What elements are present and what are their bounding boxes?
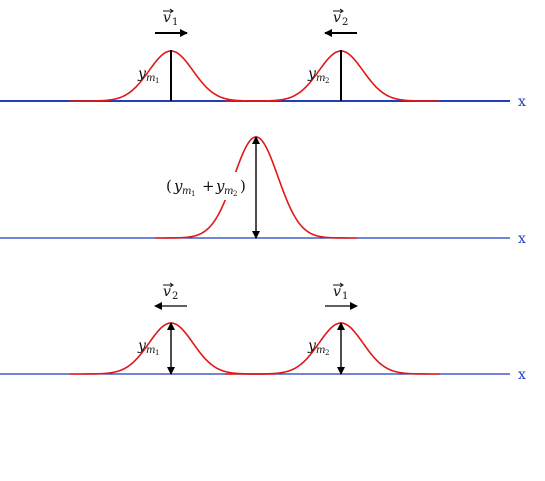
right-pulse <box>225 51 440 101</box>
x-axis-label: x <box>518 367 526 383</box>
label-v1: v 1 <box>333 283 348 302</box>
panel-overlap: x ( y m 1 + y m 2 ) <box>0 137 526 247</box>
label-v2: v 2 <box>333 9 348 28</box>
svg-text:v: v <box>333 284 341 300</box>
panel-before-overlap: x v 1 v 2 y m 1 <box>0 9 526 110</box>
svg-text:v: v <box>333 10 341 26</box>
panel-after-overlap: x v 2 v 1 y m 1 <box>0 283 526 383</box>
label-v2: v 2 <box>163 283 178 302</box>
svg-text:2: 2 <box>342 17 348 28</box>
svg-text:+: + <box>202 177 215 195</box>
svg-text:1: 1 <box>342 291 348 302</box>
label-v1: v 1 <box>163 9 178 28</box>
svg-text:2: 2 <box>233 190 237 198</box>
left-pulse <box>70 323 275 374</box>
label-ym1-plus-ym2: ( y m 1 + y m 2 ) <box>164 172 248 200</box>
svg-text:v: v <box>163 284 171 300</box>
x-axis-label: x <box>518 231 526 247</box>
right-pulse <box>225 323 440 374</box>
svg-text:2: 2 <box>325 349 329 357</box>
svg-text:): ) <box>240 177 246 195</box>
left-pulse <box>70 51 275 101</box>
svg-text:1: 1 <box>155 77 159 85</box>
svg-text:1: 1 <box>155 349 159 357</box>
svg-text:v: v <box>163 10 171 26</box>
svg-text:1: 1 <box>172 17 178 28</box>
svg-text:2: 2 <box>172 291 178 302</box>
svg-text:2: 2 <box>325 77 329 85</box>
svg-text:1: 1 <box>191 190 195 198</box>
x-axis-label: x <box>518 94 526 110</box>
svg-text:(: ( <box>166 177 172 195</box>
